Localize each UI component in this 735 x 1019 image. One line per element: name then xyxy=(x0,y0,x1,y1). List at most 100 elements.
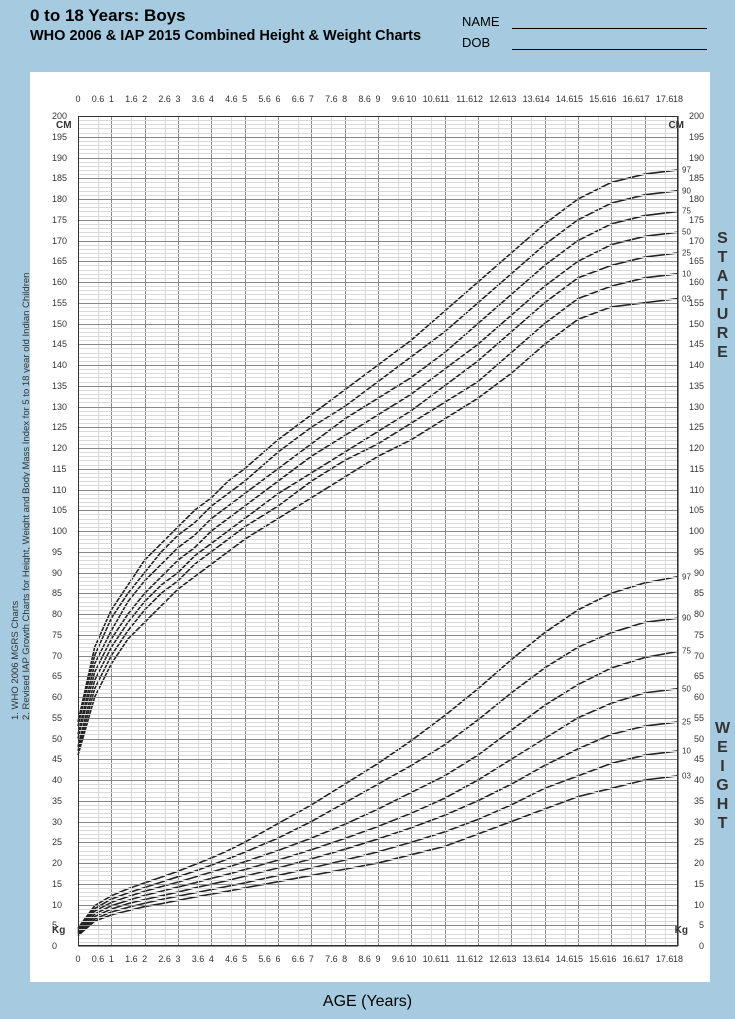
pct-label-50: 50 xyxy=(682,228,691,237)
y-tick-left: 90 xyxy=(52,568,62,578)
y-tick-right: 195 xyxy=(689,132,704,142)
y-tick-left: 65 xyxy=(52,671,62,681)
x-tick-top: 2 xyxy=(142,94,147,104)
y-tick-right: 80 xyxy=(694,609,704,619)
y-tick-left: 135 xyxy=(52,381,67,391)
plot-frame xyxy=(78,116,678,946)
x-tick-bottom: 9 xyxy=(375,954,380,964)
y-tick-right: 185 xyxy=(689,173,704,183)
x-tick-bottom: 11 xyxy=(440,954,449,964)
y-tick-right: 165 xyxy=(689,256,704,266)
y-tick-left: 120 xyxy=(52,443,67,453)
x-tick-bottom: 3 xyxy=(175,954,180,964)
dob-input-line[interactable] xyxy=(512,35,707,50)
pct-label-03: 03 xyxy=(682,771,691,780)
y-tick-right: 15 xyxy=(694,879,704,889)
x-tick-top: 6.6 xyxy=(292,94,305,104)
name-input-line[interactable] xyxy=(512,14,707,29)
y-tick-right: 70 xyxy=(694,651,704,661)
y-tick-right: 150 xyxy=(689,319,704,329)
y-tick-right: 155 xyxy=(689,298,704,308)
y-tick-left: 140 xyxy=(52,360,67,370)
meta-fields: NAME DOB xyxy=(462,14,707,56)
pct-label-90: 90 xyxy=(682,614,691,623)
y-tick-left: 55 xyxy=(52,713,62,723)
grid-h xyxy=(78,946,678,947)
x-tick-bottom: 12.6 xyxy=(489,954,507,964)
name-label: NAME xyxy=(462,14,512,29)
chart-panel: 000.60.6111.61.6222.62.6333.63.6444.64.6… xyxy=(30,72,710,982)
x-tick-top: 18 xyxy=(673,94,683,104)
pct-label-10: 10 xyxy=(682,746,691,755)
x-tick-top: 11 xyxy=(440,94,449,104)
y-tick-right: 130 xyxy=(689,402,704,412)
pct-label-97: 97 xyxy=(682,572,691,581)
x-tick-bottom: 2 xyxy=(142,954,147,964)
y-tick-left: 110 xyxy=(52,485,66,495)
x-tick-bottom: 7 xyxy=(309,954,314,964)
x-tick-bottom: 0 xyxy=(75,954,80,964)
x-tick-top: 11.6 xyxy=(456,94,473,104)
y-tick-left: 155 xyxy=(52,298,67,308)
y-tick-left: 75 xyxy=(52,630,62,640)
x-tick-bottom: 6.6 xyxy=(292,954,305,964)
name-row: NAME xyxy=(462,14,707,29)
y-tick-right: 160 xyxy=(689,277,704,287)
x-tick-bottom: 7.6 xyxy=(325,954,338,964)
x-tick-top: 15.6 xyxy=(589,94,607,104)
y-tick-left: 50 xyxy=(52,734,62,744)
y-tick-right: 75 xyxy=(694,630,704,640)
y-tick-right: 25 xyxy=(694,837,704,847)
y-tick-right: 105 xyxy=(689,505,704,515)
y-tick-right: 190 xyxy=(689,153,704,163)
x-tick-top: 8.6 xyxy=(358,94,371,104)
y-tick-left: 20 xyxy=(52,858,62,868)
x-tick-bottom: 14 xyxy=(540,954,550,964)
pct-label-25: 25 xyxy=(682,717,691,726)
x-tick-bottom: 9.6 xyxy=(392,954,405,964)
x-tick-top: 16.6 xyxy=(623,94,641,104)
pct-label-90: 90 xyxy=(682,186,691,195)
y-tick-right: 5 xyxy=(699,920,704,930)
unit-cm-left: CM xyxy=(56,120,72,131)
x-tick-top: 5 xyxy=(242,94,247,104)
x-tick-bottom: 16.6 xyxy=(623,954,641,964)
y-tick-right: 0 xyxy=(699,941,704,951)
y-tick-left: 130 xyxy=(52,402,67,412)
x-tick-top: 17 xyxy=(640,94,650,104)
pct-label-75: 75 xyxy=(682,647,691,656)
y-tick-right: 90 xyxy=(694,568,704,578)
x-tick-bottom: 4.6 xyxy=(225,954,238,964)
x-tick-top: 7.6 xyxy=(325,94,338,104)
y-tick-left: 45 xyxy=(52,754,62,764)
y-tick-left: 115 xyxy=(52,464,66,474)
x-tick-bottom: 1.6 xyxy=(125,954,138,964)
unit-kg-left: Kg xyxy=(52,925,65,936)
y-tick-right: 200 xyxy=(689,111,704,121)
y-tick-right: 175 xyxy=(689,215,704,225)
x-tick-top: 3.6 xyxy=(192,94,205,104)
x-tick-bottom: 17.6 xyxy=(656,954,674,964)
x-tick-bottom: 13.6 xyxy=(523,954,541,964)
y-tick-left: 105 xyxy=(52,505,67,515)
pct-label-50: 50 xyxy=(682,684,691,693)
y-tick-left: 160 xyxy=(52,277,67,287)
x-tick-top: 12 xyxy=(473,94,483,104)
pct-label-10: 10 xyxy=(682,269,691,278)
y-tick-left: 60 xyxy=(52,692,62,702)
dob-row: DOB xyxy=(462,35,707,50)
x-tick-bottom: 3.6 xyxy=(192,954,205,964)
x-tick-top: 1.6 xyxy=(125,94,138,104)
grid-v xyxy=(678,116,679,946)
y-tick-right: 170 xyxy=(689,236,704,246)
x-tick-top: 12.6 xyxy=(489,94,507,104)
x-tick-top: 16 xyxy=(606,94,616,104)
x-tick-top: 8 xyxy=(342,94,347,104)
x-tick-top: 4.6 xyxy=(225,94,238,104)
x-tick-bottom: 15 xyxy=(573,954,583,964)
y-tick-right: 135 xyxy=(689,381,704,391)
x-tick-top: 3 xyxy=(175,94,180,104)
y-tick-left: 165 xyxy=(52,256,67,266)
x-tick-bottom: 4 xyxy=(209,954,214,964)
x-tick-top: 9.6 xyxy=(392,94,405,104)
